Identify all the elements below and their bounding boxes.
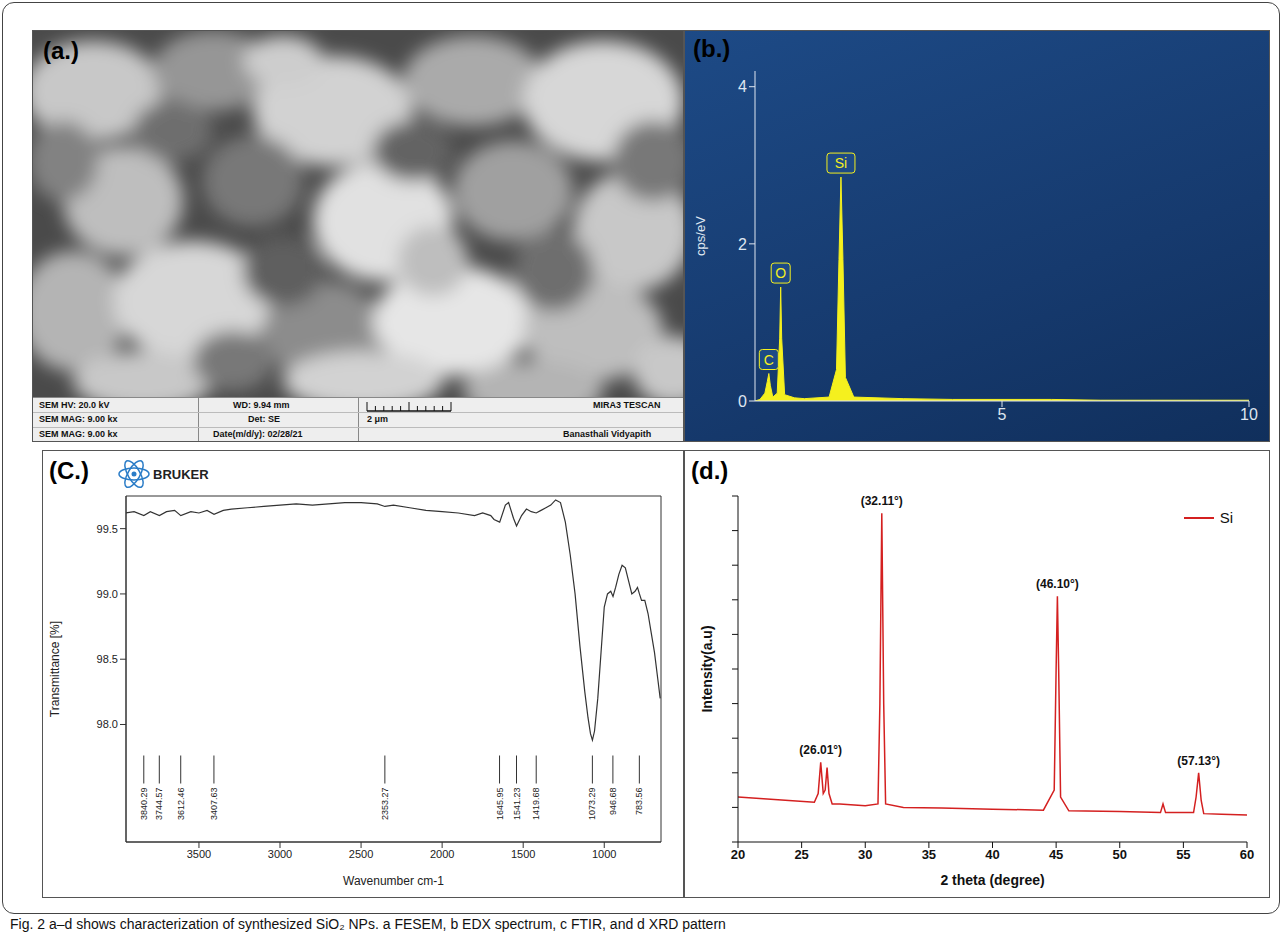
svg-text:(32.11°): (32.11°) [861, 494, 903, 508]
svg-text:99.5: 99.5 [97, 523, 118, 535]
svg-text:10: 10 [1240, 406, 1258, 423]
html-text:Date(m/d/y): 02/28/21: Date(m/d/y): 02/28/21 [213, 429, 303, 439]
svg-text:0: 0 [738, 393, 747, 410]
svg-text:946.68: 946.68 [608, 788, 618, 816]
svg-text:99.0: 99.0 [97, 588, 118, 600]
svg-text:cps/eV: cps/eV [693, 216, 708, 256]
svg-text:25: 25 [794, 847, 808, 862]
svg-text:98.5: 98.5 [97, 653, 118, 665]
svg-text:50: 50 [1113, 847, 1127, 862]
svg-text:35: 35 [922, 847, 936, 862]
svg-text:1500: 1500 [511, 848, 535, 860]
html-text:SEM MAG: 9.00 kx: SEM MAG: 9.00 kx [39, 414, 118, 424]
svg-text:20: 20 [731, 847, 745, 862]
svg-text:Intensity(a.u): Intensity(a.u) [699, 625, 715, 712]
svg-text:Wavenumber cm-1: Wavenumber cm-1 [343, 874, 444, 888]
svg-text:1073.29: 1073.29 [587, 788, 597, 821]
html-text:MIRA3 TESCAN: MIRA3 TESCAN [593, 400, 661, 410]
html-text:(d.): (d.) [691, 457, 729, 484]
html-text:(C.): (C.) [49, 457, 89, 484]
svg-text:55: 55 [1176, 847, 1190, 862]
svg-text:60: 60 [1240, 847, 1254, 862]
html-text:SEM HV: 20.0 kV: SEM HV: 20.0 kV [39, 400, 110, 410]
svg-text:3840.29: 3840.29 [139, 788, 149, 821]
html-text:(a.): (a.) [43, 37, 79, 64]
svg-text:(26.01°): (26.01°) [799, 743, 842, 757]
html-text:Si: Si [1219, 509, 1233, 526]
svg-text:783.56: 783.56 [634, 788, 644, 816]
svg-text:45: 45 [1049, 847, 1063, 862]
svg-text:1419.68: 1419.68 [531, 788, 541, 821]
svg-text:3407.63: 3407.63 [209, 788, 219, 821]
svg-text:Si: Si [835, 155, 847, 171]
svg-text:2: 2 [738, 236, 747, 253]
svg-text:1541.23: 1541.23 [512, 788, 522, 821]
svg-text:98.0: 98.0 [97, 718, 118, 730]
svg-text:(46.10°): (46.10°) [1036, 577, 1079, 591]
svg-text:30: 30 [858, 847, 872, 862]
svg-text:4: 4 [738, 78, 747, 95]
html-text:Fig. 2 a–d shows characterizat: Fig. 2 a–d shows characterization of syn… [10, 916, 726, 932]
svg-text:1000: 1000 [592, 848, 616, 860]
svg-text:(57.13°): (57.13°) [1177, 754, 1220, 768]
svg-text:2000: 2000 [430, 848, 454, 860]
svg-text:3000: 3000 [268, 848, 292, 860]
svg-text:2 theta (degree): 2 theta (degree) [940, 872, 1044, 888]
html-text:Det: SE: Det: SE [248, 414, 280, 424]
svg-text:3612.46: 3612.46 [176, 788, 186, 821]
svg-text:40: 40 [985, 847, 999, 862]
svg-text:3744.57: 3744.57 [154, 788, 164, 821]
svg-text:O: O [775, 265, 786, 281]
html-text:(b.): (b.) [693, 35, 731, 62]
html-text:WD: 9.94 mm: WD: 9.94 mm [233, 400, 290, 410]
svg-text:3500: 3500 [187, 848, 211, 860]
svg-text:5: 5 [998, 406, 1007, 423]
svg-text:1645.95: 1645.95 [495, 788, 505, 821]
svg-text:C: C [764, 352, 774, 368]
html-text:Banasthali Vidyapith: Banasthali Vidyapith [563, 429, 652, 439]
html-text:BRUKER: BRUKER [153, 466, 209, 482]
html-text:SEM MAG: 9.00 kx: SEM MAG: 9.00 kx [39, 429, 118, 439]
html-text:2 μm: 2 μm [367, 414, 388, 424]
svg-text:2500: 2500 [349, 848, 373, 860]
svg-text:2353.27: 2353.27 [380, 788, 390, 821]
svg-text:Transmittance [%]: Transmittance [%] [48, 621, 62, 717]
